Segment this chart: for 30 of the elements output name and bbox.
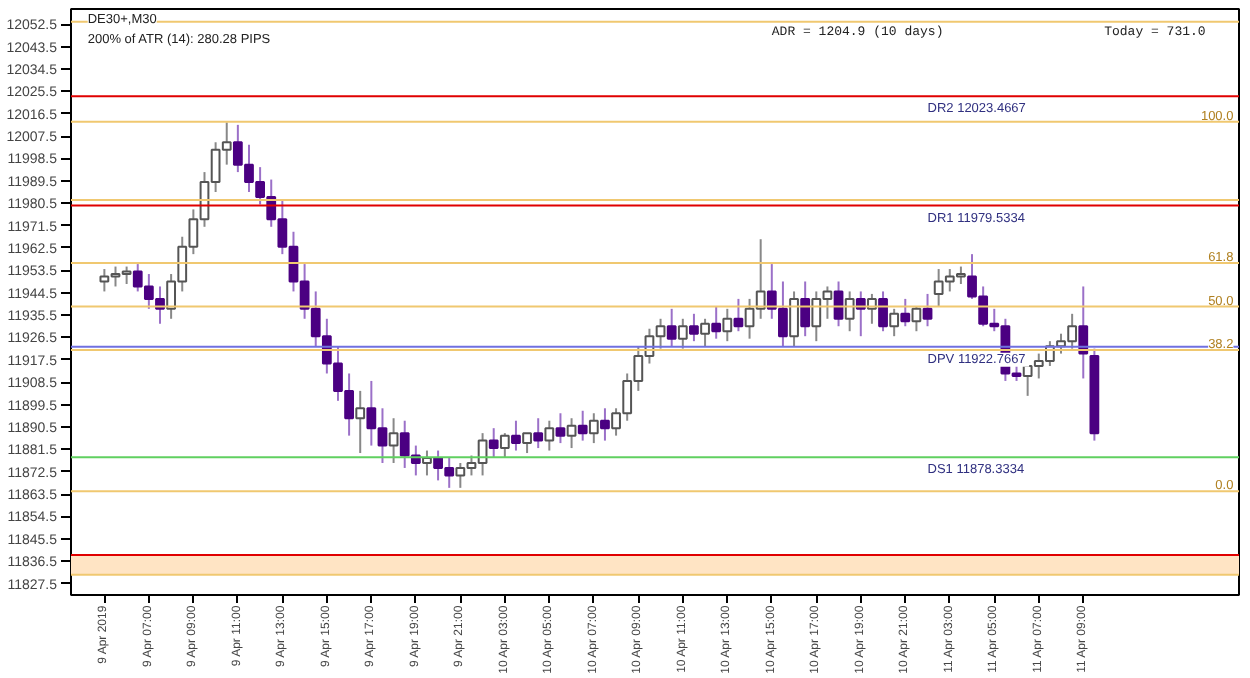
candlestick bbox=[600, 407, 610, 442]
candlestick bbox=[355, 389, 366, 455]
candlestick bbox=[878, 290, 888, 333]
candlestick bbox=[422, 449, 432, 477]
candlestick bbox=[844, 290, 855, 333]
candlestick bbox=[566, 417, 577, 450]
candlestick bbox=[689, 312, 699, 343]
candlestick bbox=[499, 432, 510, 460]
candlestick bbox=[922, 292, 933, 328]
candlestick bbox=[700, 317, 710, 348]
candlestick bbox=[711, 305, 722, 340]
candlestick bbox=[577, 409, 588, 442]
candlestick bbox=[533, 417, 544, 450]
candlestick bbox=[889, 307, 900, 338]
candlestick bbox=[388, 417, 399, 464]
candlestick bbox=[666, 307, 677, 348]
candlestick bbox=[789, 290, 799, 348]
candlestick bbox=[555, 412, 566, 445]
candlestick bbox=[522, 432, 532, 455]
candlestick bbox=[1078, 285, 1089, 380]
candlestick bbox=[722, 307, 733, 343]
candlestick bbox=[511, 419, 521, 452]
candlestick bbox=[911, 305, 922, 333]
candlestick bbox=[900, 297, 911, 328]
candlestick bbox=[733, 297, 744, 333]
candlestick bbox=[800, 280, 811, 338]
candlestick bbox=[588, 412, 599, 445]
candlestick bbox=[488, 427, 499, 460]
candlestick bbox=[677, 317, 688, 350]
candlestick bbox=[544, 419, 555, 452]
